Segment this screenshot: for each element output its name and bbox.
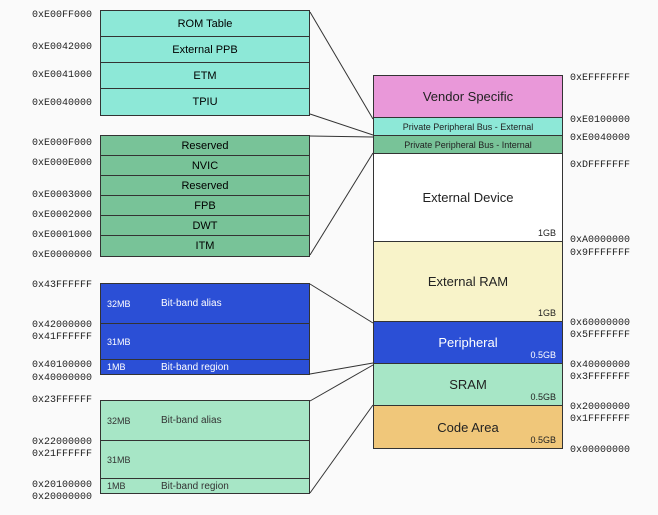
memory-region: Private Peripheral Bus - External [374, 118, 562, 136]
addr-left: 0x22000000 [2, 437, 92, 448]
ppb-internal-group-row: Reserved [101, 136, 309, 156]
region-size: 1GB [538, 308, 556, 318]
addr-right: 0x40000000 [570, 360, 630, 371]
ppb-external-group-row: External PPB [101, 37, 309, 63]
size-label: 32MB [107, 299, 131, 309]
addr-left: 0x20000000 [2, 492, 92, 503]
bitband-peripheral-group-row: 32MB Bit-band alias [101, 284, 309, 324]
addr-right: 0xA0000000 [570, 235, 630, 246]
region-size: 0.5GB [530, 435, 556, 445]
connector-line [310, 405, 373, 493]
row-label: Bit-band region [161, 481, 229, 492]
region-label: Code Area [437, 420, 498, 435]
ppb-external-group: ROM TableExternal PPBETMTPIU [100, 10, 310, 116]
region-size: 0.5GB [530, 350, 556, 360]
region-label: Vendor Specific [423, 89, 513, 104]
addr-right: 0x1FFFFFFF [570, 414, 630, 425]
region-label: Private Peripheral Bus - External [403, 122, 534, 132]
addr-left: 0x41FFFFFF [2, 332, 92, 343]
bitband-sram-group-row: 31MB [101, 441, 309, 479]
region-label: Peripheral [438, 335, 497, 350]
addr-right: 0xEFFFFFFF [570, 73, 630, 84]
ppb-internal-group-row: FPB [101, 196, 309, 216]
bitband-sram-group-row: 1MB Bit-band region [101, 479, 309, 493]
addr-left: 0xE000F000 [2, 138, 92, 149]
ppb-internal-group: ReservedNVICReservedFPBDWTITM [100, 135, 310, 257]
connector-line [310, 12, 373, 119]
addr-right: 0x5FFFFFFF [570, 330, 630, 341]
ppb-internal-group-row: NVIC [101, 156, 309, 176]
bitband-peripheral-group-row: 1MB Bit-band region [101, 360, 309, 374]
memory-region: Vendor Specific [374, 76, 562, 118]
ppb-internal-group-row: ITM [101, 236, 309, 256]
addr-right: 0xDFFFFFFF [570, 160, 630, 171]
addr-left: 0xE00FF000 [2, 10, 92, 21]
addr-left: 0xE0001000 [2, 230, 92, 241]
connector-line [310, 363, 373, 374]
addr-right: 0x00000000 [570, 445, 630, 456]
addr-left: 0xE0041000 [2, 70, 92, 81]
addr-left: 0x43FFFFFF [2, 280, 92, 291]
addr-left: 0xE0042000 [2, 42, 92, 53]
row-label: Bit-band alias [161, 415, 222, 426]
region-label: Private Peripheral Bus - Internal [404, 140, 532, 150]
connector-line [310, 136, 373, 137]
addr-right: 0xE0100000 [570, 115, 630, 126]
addr-left: 0x40000000 [2, 373, 92, 384]
addr-left: 0x21FFFFFF [2, 449, 92, 460]
bitband-peripheral-group-row: 31MB [101, 324, 309, 360]
addr-left: 0x20100000 [2, 480, 92, 491]
addr-right: 0x60000000 [570, 318, 630, 329]
addr-right: 0x3FFFFFFF [570, 372, 630, 383]
connector-line [310, 284, 373, 323]
connector-line [310, 153, 373, 255]
ppb-internal-group-row: DWT [101, 216, 309, 236]
addr-left: 0xE0040000 [2, 98, 92, 109]
addr-left: 0x40100000 [2, 360, 92, 371]
addr-left: 0xE0000000 [2, 250, 92, 261]
memory-region: External Device 1GB [374, 154, 562, 242]
size-label: 32MB [107, 416, 131, 426]
region-label: External RAM [428, 274, 508, 289]
main-memory-map: Vendor Specific Private Peripheral Bus - … [373, 75, 563, 449]
memory-region: Private Peripheral Bus - Internal [374, 136, 562, 154]
size-label: 31MB [107, 337, 131, 347]
connector-line [310, 114, 373, 135]
addr-left: 0xE0003000 [2, 190, 92, 201]
row-label: Bit-band alias [161, 298, 222, 309]
ppb-internal-group-row: Reserved [101, 176, 309, 196]
addr-right: 0x20000000 [570, 402, 630, 413]
memory-region: External RAM 1GB [374, 242, 562, 322]
addr-left: 0xE000E000 [2, 158, 92, 169]
addr-left: 0x23FFFFFF [2, 395, 92, 406]
ppb-external-group-row: TPIU [101, 89, 309, 115]
memory-region: Code Area 0.5GB [374, 406, 562, 448]
connector-line [310, 365, 373, 401]
region-size: 0.5GB [530, 392, 556, 402]
region-label: External Device [422, 190, 513, 205]
bitband-peripheral-group: 32MB Bit-band alias 31MB 1MB Bit-band region [100, 283, 310, 375]
size-label: 1MB [107, 362, 126, 372]
bitband-sram-group: 32MB Bit-band alias 31MB 1MB Bit-band region [100, 400, 310, 494]
addr-left: 0xE0002000 [2, 210, 92, 221]
memory-region: Peripheral 0.5GB [374, 322, 562, 364]
ppb-external-group-row: ETM [101, 63, 309, 89]
addr-right: 0xE0040000 [570, 133, 630, 144]
bitband-sram-group-row: 32MB Bit-band alias [101, 401, 309, 441]
size-label: 1MB [107, 481, 126, 491]
row-label: Bit-band region [161, 362, 229, 373]
region-label: SRAM [449, 377, 487, 392]
ppb-external-group-row: ROM Table [101, 11, 309, 37]
region-size: 1GB [538, 228, 556, 238]
memory-region: SRAM 0.5GB [374, 364, 562, 406]
addr-right: 0x9FFFFFFF [570, 248, 630, 259]
size-label: 31MB [107, 455, 131, 465]
addr-left: 0x42000000 [2, 320, 92, 331]
